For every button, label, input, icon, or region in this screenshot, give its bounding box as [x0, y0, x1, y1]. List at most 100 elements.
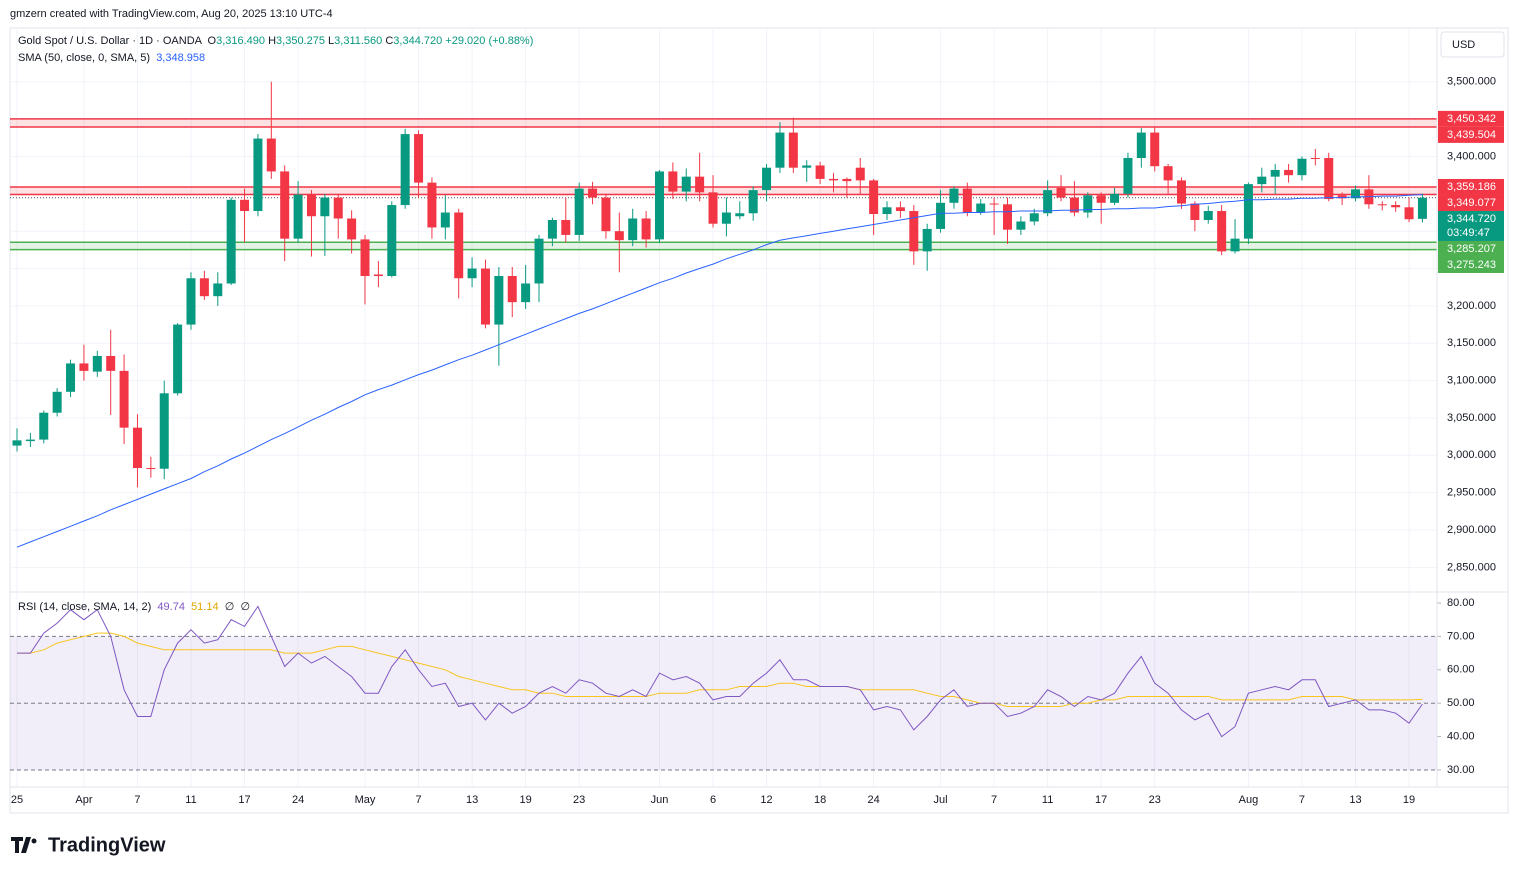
x-tick-label: 18 — [814, 794, 826, 806]
candle-body — [681, 176, 691, 192]
candle-body — [882, 207, 892, 215]
rsi-line — [17, 605, 1423, 738]
currency: USD — [1452, 39, 1475, 51]
currency-box[interactable] — [1440, 31, 1505, 58]
x-tick-label: 11 — [185, 794, 196, 806]
candle-body — [547, 219, 557, 239]
candle-body — [159, 393, 169, 469]
header: gmzern created with TradingView.com, Aug… — [10, 8, 333, 20]
candle-body — [347, 218, 357, 240]
candle-body — [293, 194, 303, 239]
price-label-box — [1438, 194, 1504, 211]
ohlc-value: 3,350.275 — [276, 35, 325, 47]
x-tick-label: 13 — [466, 794, 478, 806]
ohlc-value: 3,344.720 — [393, 35, 443, 47]
price-label: 3,439.504 — [1447, 129, 1496, 141]
candle-body — [909, 211, 919, 252]
candle-body — [1217, 211, 1227, 252]
x-tick-label: Jul — [934, 794, 948, 806]
candle-body — [467, 268, 477, 279]
x-tick-label: Aug — [1239, 794, 1259, 806]
candle-body — [708, 192, 718, 224]
candle-body — [507, 276, 517, 303]
candle-body — [1096, 195, 1106, 203]
candle-body — [1150, 132, 1160, 167]
x-tick-label: 7 — [134, 794, 140, 806]
ohlc-key: L — [328, 35, 335, 47]
candle-body — [1284, 169, 1294, 176]
rsi-tick-label: 80.00 — [1447, 597, 1475, 609]
candle-body — [1083, 195, 1093, 213]
zone — [10, 186, 1437, 195]
candle-body — [815, 165, 825, 179]
candle-body — [1029, 213, 1039, 222]
price-label-box — [1438, 210, 1504, 241]
candle-body — [306, 194, 316, 217]
y-tick-label: 3,400.000 — [1447, 150, 1496, 162]
candle-body — [400, 134, 410, 206]
candle-body — [146, 467, 156, 469]
candle-body — [1002, 204, 1012, 230]
price-label-box — [1438, 240, 1504, 257]
candle-body — [52, 391, 62, 413]
candle-body — [1391, 205, 1401, 208]
candle-body — [775, 132, 785, 168]
candle-body — [922, 228, 932, 252]
candle-body — [601, 197, 611, 232]
candle-body — [454, 212, 464, 279]
candle-body — [1337, 195, 1347, 199]
change: +29.020 — [445, 35, 486, 47]
x-tick-label: 23 — [573, 794, 585, 806]
candle-body — [1203, 211, 1213, 220]
candle-body — [226, 199, 236, 284]
candle-body — [173, 324, 183, 394]
candle-body — [1230, 238, 1240, 252]
rsi-tick-label: 50.00 — [1447, 697, 1475, 709]
x-tick-label: 17 — [238, 794, 250, 806]
rsi-tick-label: 70.00 — [1447, 630, 1475, 642]
rsi-name: RSI (14, close, SMA, 14, 2) — [18, 601, 152, 613]
candle-body — [414, 134, 424, 183]
legend-sma: SMA (50, close, 0, SMA, 5) 3,348.958 — [18, 52, 205, 64]
symbol: Gold Spot / U.S. Dollar · 1D · OANDA — [18, 35, 202, 47]
legend-rsi: RSI (14, close, SMA, 14, 2) 49.74 51.14 … — [18, 600, 250, 613]
price-label: 03:49:47 — [1447, 227, 1490, 239]
candle-body — [79, 363, 89, 371]
candle-body — [1297, 158, 1307, 176]
rsi-ma-line — [17, 632, 1423, 707]
candle-body — [373, 274, 383, 277]
x-tick-label: 13 — [1349, 794, 1361, 806]
candle-body — [1069, 197, 1079, 213]
x-tick-label: Jun — [651, 794, 669, 806]
sma-value: 3,348.958 — [156, 52, 206, 64]
candle-body — [12, 440, 22, 446]
x-tick-label: 17 — [1095, 794, 1107, 806]
x-tick-label: 7 — [1299, 794, 1305, 806]
candle-body — [1324, 157, 1334, 200]
candle-body — [735, 213, 745, 217]
candle-body — [1417, 197, 1427, 219]
x-tick-label: 25 — [11, 794, 23, 806]
candle-body — [788, 132, 798, 168]
logo — [11, 837, 37, 853]
candle-body — [976, 203, 986, 213]
candle-body — [480, 268, 490, 325]
y-tick-label: 3,100.000 — [1447, 374, 1496, 386]
candle-body — [828, 178, 838, 181]
sma-name: SMA (50, close, 0, SMA, 5) — [18, 52, 151, 64]
candle-body — [1243, 184, 1253, 239]
candle-body — [360, 239, 370, 277]
x-tick-label: 6 — [710, 794, 716, 806]
candle-body — [762, 167, 772, 191]
rsi-value: 49.74 — [157, 601, 185, 613]
candle-body — [1043, 190, 1053, 214]
candle-body — [25, 439, 35, 442]
candle-body — [721, 212, 731, 224]
x-tick-label: 19 — [1403, 794, 1415, 806]
candle-body — [440, 212, 450, 228]
frame — [9, 27, 1509, 814]
candle-body — [695, 176, 705, 193]
candle-body — [1163, 166, 1173, 181]
y-tick-label: 2,900.000 — [1447, 524, 1496, 536]
